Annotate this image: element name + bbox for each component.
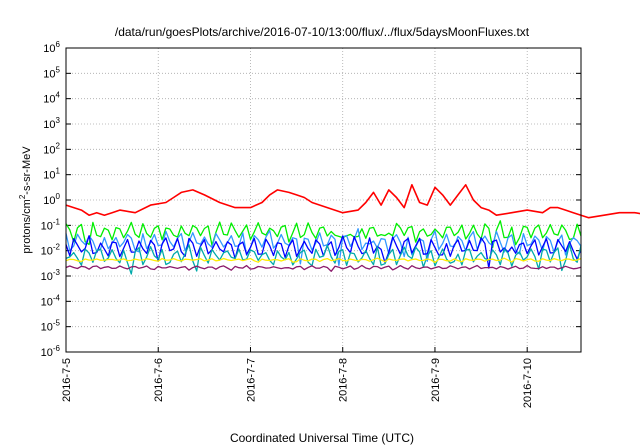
y-axis-label: protons/cm2-s-sr-MeV	[18, 146, 33, 254]
y-tick-labels: 106 105 104 103 102 101 100 10-1 10-2 10-3 10-4 10-…	[41, 40, 61, 359]
series-line-5	[65, 257, 582, 264]
y-tick-label: 10-2	[41, 243, 61, 258]
plot-frame	[65, 47, 582, 353]
series-line-6	[65, 264, 582, 272]
y-tick-label: 10-5	[41, 319, 61, 334]
y-tick-label: 10-4	[41, 293, 61, 308]
chart-title: /data/run/goesPlots/archive/2016-07-10/1…	[115, 25, 530, 39]
y-tick-label: 103	[43, 116, 60, 131]
y-tick-label: 106	[43, 40, 60, 55]
series-line-4	[65, 243, 582, 275]
y-tick-label: 104	[43, 91, 60, 106]
y-tick-label: 10-6	[41, 344, 61, 359]
y-tick-label: 100	[43, 192, 60, 207]
series-line-0	[65, 184, 640, 219]
y-tick-label: 10-3	[41, 268, 61, 283]
x-tick-labels: 2016-7-5 2016-7-6 2016-7-7 2016-7-8 2016-7-9…	[61, 358, 534, 408]
y-tick-label: 105	[43, 65, 60, 80]
y-tick-label: 10-1	[41, 217, 61, 232]
x-tick-label: 2016-7-9	[430, 358, 442, 402]
x-axis-label: Coordinated Universal Time (UTC)	[230, 431, 414, 445]
x-tick-label: 2016-7-7	[245, 358, 257, 402]
grid-lines	[65, 47, 581, 353]
x-tick-label: 2016-7-10	[522, 358, 534, 408]
x-tick-label: 2016-7-6	[153, 358, 165, 402]
y-tick-label: 101	[43, 167, 60, 182]
x-tick-label: 2016-7-8	[338, 358, 350, 402]
series-lines	[65, 184, 640, 275]
x-tick-label: 2016-7-5	[61, 358, 73, 402]
series-line-2	[65, 228, 582, 267]
y-tick-label: 102	[43, 141, 60, 156]
